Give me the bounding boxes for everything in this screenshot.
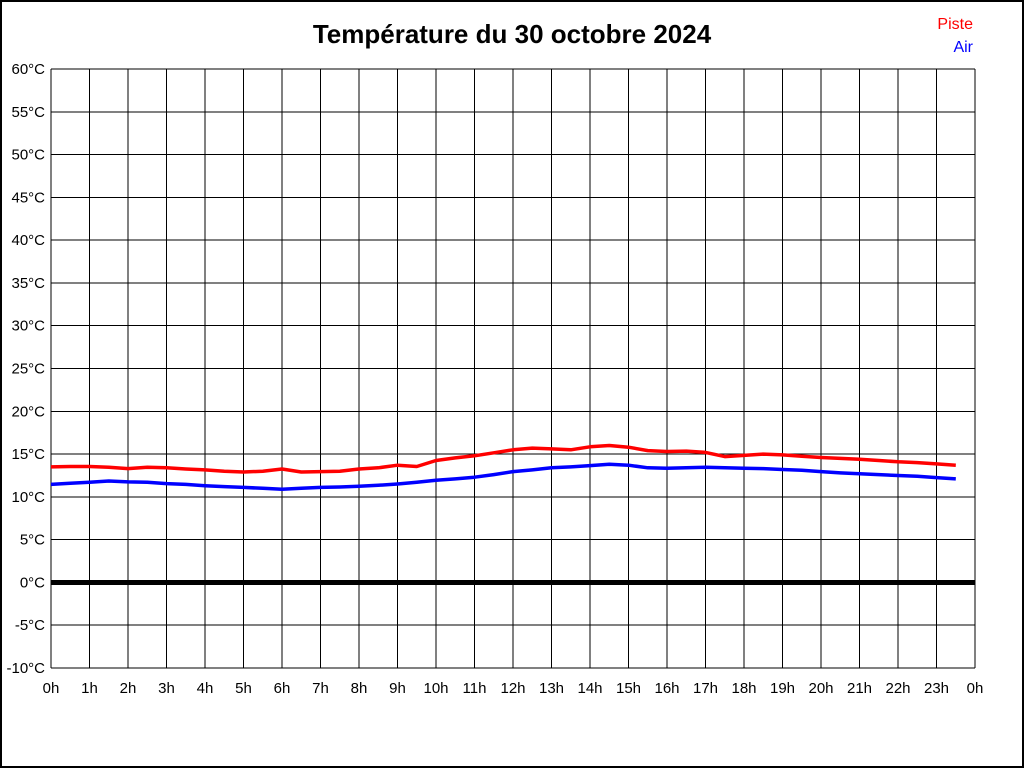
x-tick-label: 0h [43, 680, 60, 697]
y-tick-label: 50°C [11, 147, 45, 164]
y-tick-label: 0°C [20, 574, 45, 591]
x-tick-label: 20h [808, 680, 833, 697]
x-tick-label: 0h [967, 680, 984, 697]
y-tick-label: 35°C [11, 275, 45, 292]
x-tick-label: 3h [158, 680, 175, 697]
legend-piste-label: Piste [937, 16, 973, 33]
y-tick-label: 30°C [11, 318, 45, 335]
x-tick-label: 22h [885, 680, 910, 697]
legend: Piste Air [937, 13, 973, 59]
y-tick-label: 60°C [11, 61, 45, 78]
y-tick-label: -5°C [15, 617, 45, 634]
y-tick-label: 55°C [11, 104, 45, 121]
y-tick-label: -10°C [6, 660, 45, 677]
x-tick-label: 4h [197, 680, 214, 697]
y-tick-label: 10°C [11, 489, 45, 506]
x-tick-label: 16h [654, 680, 679, 697]
y-tick-label: 25°C [11, 361, 45, 378]
x-tick-label: 6h [274, 680, 291, 697]
x-tick-label: 9h [389, 680, 406, 697]
y-tick-label: 45°C [11, 189, 45, 206]
x-tick-label: 8h [351, 680, 368, 697]
x-tick-label: 19h [770, 680, 795, 697]
y-tick-label: 20°C [11, 403, 45, 420]
y-tick-label: 15°C [11, 446, 45, 463]
x-tick-label: 13h [539, 680, 564, 697]
x-tick-label: 12h [500, 680, 525, 697]
x-tick-label: 15h [616, 680, 641, 697]
chart-title: Température du 30 octobre 2024 [312, 19, 712, 49]
x-tick-label: 14h [577, 680, 602, 697]
x-tick-label: 5h [235, 680, 252, 697]
x-tick-label: 1h [81, 680, 98, 697]
piste-line [50, 443, 956, 474]
air-line [50, 462, 956, 491]
x-tick-label: 10h [423, 680, 448, 697]
x-tick-label: 17h [693, 680, 718, 697]
y-tick-label: 5°C [20, 532, 45, 549]
x-tick-label: 21h [847, 680, 872, 697]
x-tick-label: 11h [463, 680, 487, 697]
x-tick-label: 23h [924, 680, 949, 697]
x-tick-label: 2h [120, 680, 137, 697]
x-tick-label: 18h [731, 680, 756, 697]
x-tick-label: 7h [312, 680, 329, 697]
y-tick-label: 40°C [11, 232, 45, 249]
legend-air-label: Air [953, 39, 973, 56]
